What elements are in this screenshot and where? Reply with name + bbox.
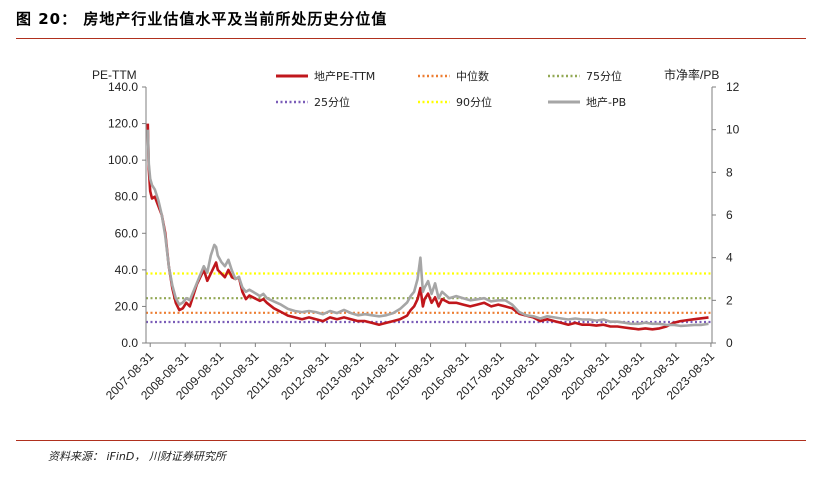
y-right-tick-label: 6 bbox=[726, 208, 733, 222]
y-right-axis-title: 市净率/PB bbox=[664, 67, 719, 82]
source-note: 资料来源： iFinD， 川财证券研究所 bbox=[48, 450, 226, 463]
pe-pb-chart: 0.0 20.0 40.0 60.0 80.0 100.0 120.0 140.0 0 2 4 6 8 1… bbox=[92, 67, 740, 403]
y-right-tick-label: 12 bbox=[726, 80, 740, 94]
y-left-tick-label: 60.0 bbox=[115, 226, 139, 240]
y-left-tick-label: 140.0 bbox=[108, 80, 138, 94]
y-left-tick-label: 80.0 bbox=[115, 190, 139, 204]
y-left-tick-label: 100.0 bbox=[108, 153, 138, 167]
y-left-tick-label: 0.0 bbox=[121, 336, 138, 350]
y-right-tick-label: 4 bbox=[726, 251, 733, 265]
y-right-tick-label: 10 bbox=[726, 123, 740, 137]
legend-label-p75: 75分位 bbox=[586, 69, 622, 83]
y-left-axis-title: PE-TTM bbox=[92, 68, 137, 82]
y-left-tick-label: 120.0 bbox=[108, 117, 138, 131]
legend-label-median: 中位数 bbox=[456, 69, 489, 83]
y-left-tick-label: 40.0 bbox=[115, 263, 139, 277]
y-left-tick-label: 20.0 bbox=[115, 299, 139, 313]
legend-label-p25: 25分位 bbox=[314, 95, 350, 109]
legend-label-pb: 地产-PB bbox=[586, 95, 626, 109]
legend-label-pe: 地产PE-TTM bbox=[314, 69, 375, 83]
series-line-pb bbox=[146, 129, 709, 328]
legend-label-p90: 90分位 bbox=[456, 95, 492, 109]
y-right-tick-label: 2 bbox=[726, 293, 733, 307]
y-right-tick-label: 8 bbox=[726, 165, 733, 179]
y-right-tick-label: 0 bbox=[726, 336, 733, 350]
title-rule bbox=[16, 38, 806, 39]
source-rule bbox=[16, 440, 806, 441]
figure-title: 图 20： 房地产行业估值水平及当前所处历史分位值 bbox=[16, 10, 388, 28]
